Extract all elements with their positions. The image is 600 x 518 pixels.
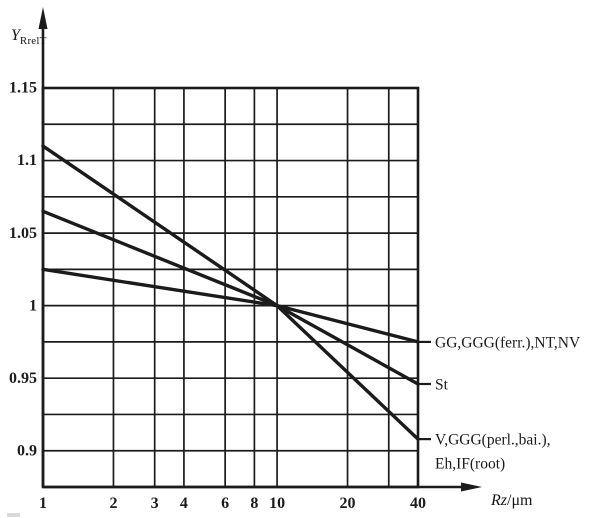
- y-tick-label: 1: [29, 297, 37, 314]
- y-tick-label: 0.9: [17, 442, 37, 459]
- x-tick-label: 3: [151, 495, 159, 512]
- x-axis-title-symbol: Rz: [491, 492, 507, 509]
- scan-artifact: [7, 513, 20, 517]
- series-curve: [41, 144, 420, 441]
- y-axis-title-symbol: Y: [11, 27, 20, 44]
- x-tick-label: 6: [221, 495, 229, 512]
- x-tick-label: 40: [410, 495, 426, 512]
- x-tick-label: 2: [109, 495, 117, 512]
- series-label: V,GGG(perl.,bai.),: [435, 432, 551, 449]
- y-tick-label: 1.05: [9, 225, 37, 242]
- x-tick-label: 20: [340, 495, 356, 512]
- x-tick-label: 1: [39, 495, 47, 512]
- series-label: St: [435, 377, 449, 394]
- y-tick-label: 1.15: [9, 80, 37, 97]
- x-tick-label: 10: [269, 495, 285, 512]
- x-axis-title: Rz/μm: [491, 492, 532, 510]
- x-tick-label: 8: [250, 495, 258, 512]
- y-tick-label: 1.1: [17, 152, 37, 169]
- x-tick-label: 4: [180, 495, 188, 512]
- x-axis-arrowhead-icon: [461, 482, 482, 492]
- y-axis-title-subscript: RrelT: [19, 35, 47, 48]
- y-tick-label: 0.95: [9, 370, 37, 387]
- series-label: GG,GGG(ferr.),NT,NV: [435, 334, 581, 351]
- x-axis-title-unit: /μm: [507, 492, 533, 509]
- y-axis-arrowhead-icon: [38, 7, 48, 29]
- series-label: Eh,IF(root): [435, 456, 505, 473]
- y-axis-title: YRrelT: [11, 27, 47, 47]
